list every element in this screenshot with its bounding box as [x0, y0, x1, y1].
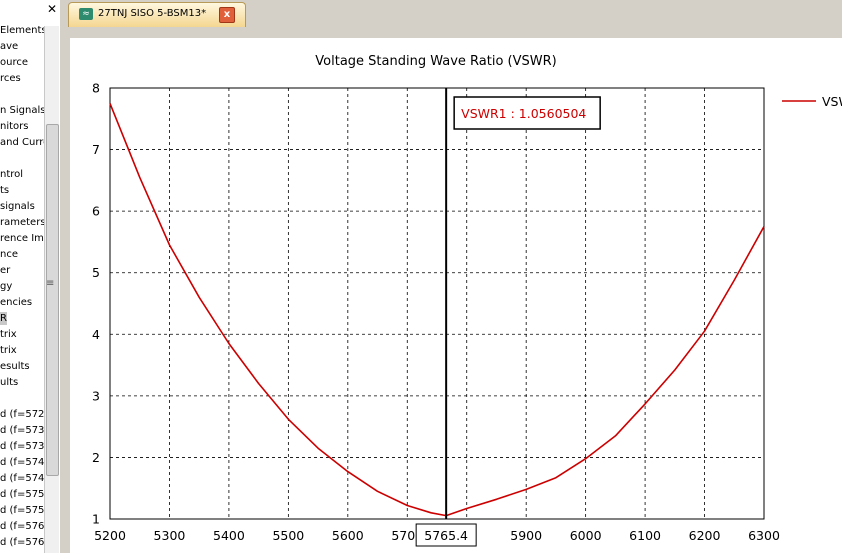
- y-tick-label: 8: [92, 81, 100, 96]
- sidebar-item[interactable]: encies: [0, 297, 33, 308]
- scrollbar-thumb[interactable]: [46, 124, 59, 476]
- y-tick-label: 2: [92, 450, 100, 465]
- x-tick-label: 5300: [154, 528, 186, 543]
- y-tick-label: 7: [92, 142, 100, 157]
- x-tick-label: 5600: [332, 528, 364, 543]
- sidebar-item[interactable]: ts: [0, 185, 10, 196]
- y-tick-label: 4: [92, 327, 100, 342]
- sidebar-item[interactable]: d (f=5750: [0, 489, 51, 500]
- sidebar-item[interactable]: gy: [0, 281, 13, 292]
- sidebar-scrollbar[interactable]: [44, 26, 59, 553]
- y-tick-label: 5: [92, 265, 100, 280]
- marker-readout: VSWR1 : 1.0560504: [461, 106, 586, 121]
- sidebar-item[interactable]: Elements: [0, 25, 47, 36]
- sidebar-item[interactable]: ource: [0, 57, 28, 68]
- sidebar-item[interactable]: rence Imp: [0, 233, 51, 244]
- sidebar-item[interactable]: n Signals: [0, 105, 46, 116]
- chart-area: Voltage Standing Wave Ratio (VSWR) 1 2 3 4 5…: [70, 38, 842, 553]
- x-tick-label: 6300: [748, 528, 780, 543]
- close-icon[interactable]: x: [219, 7, 235, 23]
- marker-readout-box: [453, 96, 601, 130]
- sidebar-item[interactable]: d (f=5755: [0, 505, 51, 516]
- sidebar-item[interactable]: rameters: [0, 217, 46, 228]
- plot-frame: [109, 87, 765, 520]
- sidebar-item[interactable]: rces: [0, 73, 21, 84]
- sidebar-item[interactable]: d (f=5760: [0, 521, 51, 532]
- side-panel: ✕ Elements ave ource rces n Signals nitors and…: [0, 0, 60, 553]
- sidebar-item[interactable]: d (f=5725: [0, 409, 51, 420]
- x-tick-label: 5700: [391, 528, 423, 543]
- waveform-icon: ≈: [79, 8, 93, 20]
- sidebar-item[interactable]: nce: [0, 249, 18, 260]
- sidebar-item[interactable]: ave: [0, 41, 19, 52]
- x-tick-label: 5200: [94, 528, 126, 543]
- vswr-chart: Voltage Standing Wave Ratio (VSWR) 1 2 3 4 5…: [92, 54, 842, 547]
- y-tick-label: 1: [92, 512, 100, 527]
- sidebar-item[interactable]: er: [0, 265, 11, 276]
- x-tick-label: 5900: [510, 528, 542, 543]
- sidebar-item[interactable]: d (f=5730: [0, 425, 51, 436]
- sidebar-item[interactable]: R: [0, 312, 7, 325]
- close-panel-icon[interactable]: ✕: [47, 2, 58, 16]
- sidebar-item[interactable]: d (f=5740: [0, 457, 51, 468]
- sidebar-item[interactable]: signals: [0, 201, 35, 212]
- sidebar-item[interactable]: ults: [0, 377, 19, 388]
- sidebar-item[interactable]: d (f=5765: [0, 537, 51, 548]
- marker-x-box: [415, 523, 477, 547]
- sidebar-item[interactable]: d (f=5745: [0, 473, 51, 484]
- sidebar-item[interactable]: trix: [0, 345, 17, 356]
- tab-27tnj[interactable]: ≈ 27TNJ SISO 5-BSM13* x: [68, 2, 246, 27]
- x-tick-label: 6000: [570, 528, 602, 543]
- sidebar-item[interactable]: esults: [0, 361, 30, 372]
- grip-icon[interactable]: ≡: [46, 278, 55, 289]
- y-tick-label: 3: [92, 388, 100, 403]
- legend-label: VSWR: [822, 94, 842, 109]
- y-tick-label: 6: [92, 204, 100, 219]
- x-tick-label: 5400: [213, 528, 245, 543]
- sidebar-item[interactable]: and Curre: [0, 137, 50, 148]
- chart-title: Voltage Standing Wave Ratio (VSWR): [315, 54, 556, 69]
- sidebar-item[interactable]: nitors: [0, 121, 29, 132]
- tab-title: 27TNJ SISO 5-BSM13*: [98, 8, 207, 19]
- marker-x-label: 5765.4: [424, 528, 468, 543]
- editor-tab-strip: ≈ 27TNJ SISO 5-BSM13* x: [60, 0, 842, 28]
- sidebar-item[interactable]: trix: [0, 329, 17, 340]
- sidebar-item[interactable]: ntrol: [0, 169, 24, 180]
- x-tick-label: 5500: [272, 528, 304, 543]
- sidebar-item[interactable]: d (f=5735: [0, 441, 51, 452]
- x-tick-label: 6200: [689, 528, 721, 543]
- vswr-series-line: [109, 103, 765, 517]
- x-tick-label: 6100: [629, 528, 661, 543]
